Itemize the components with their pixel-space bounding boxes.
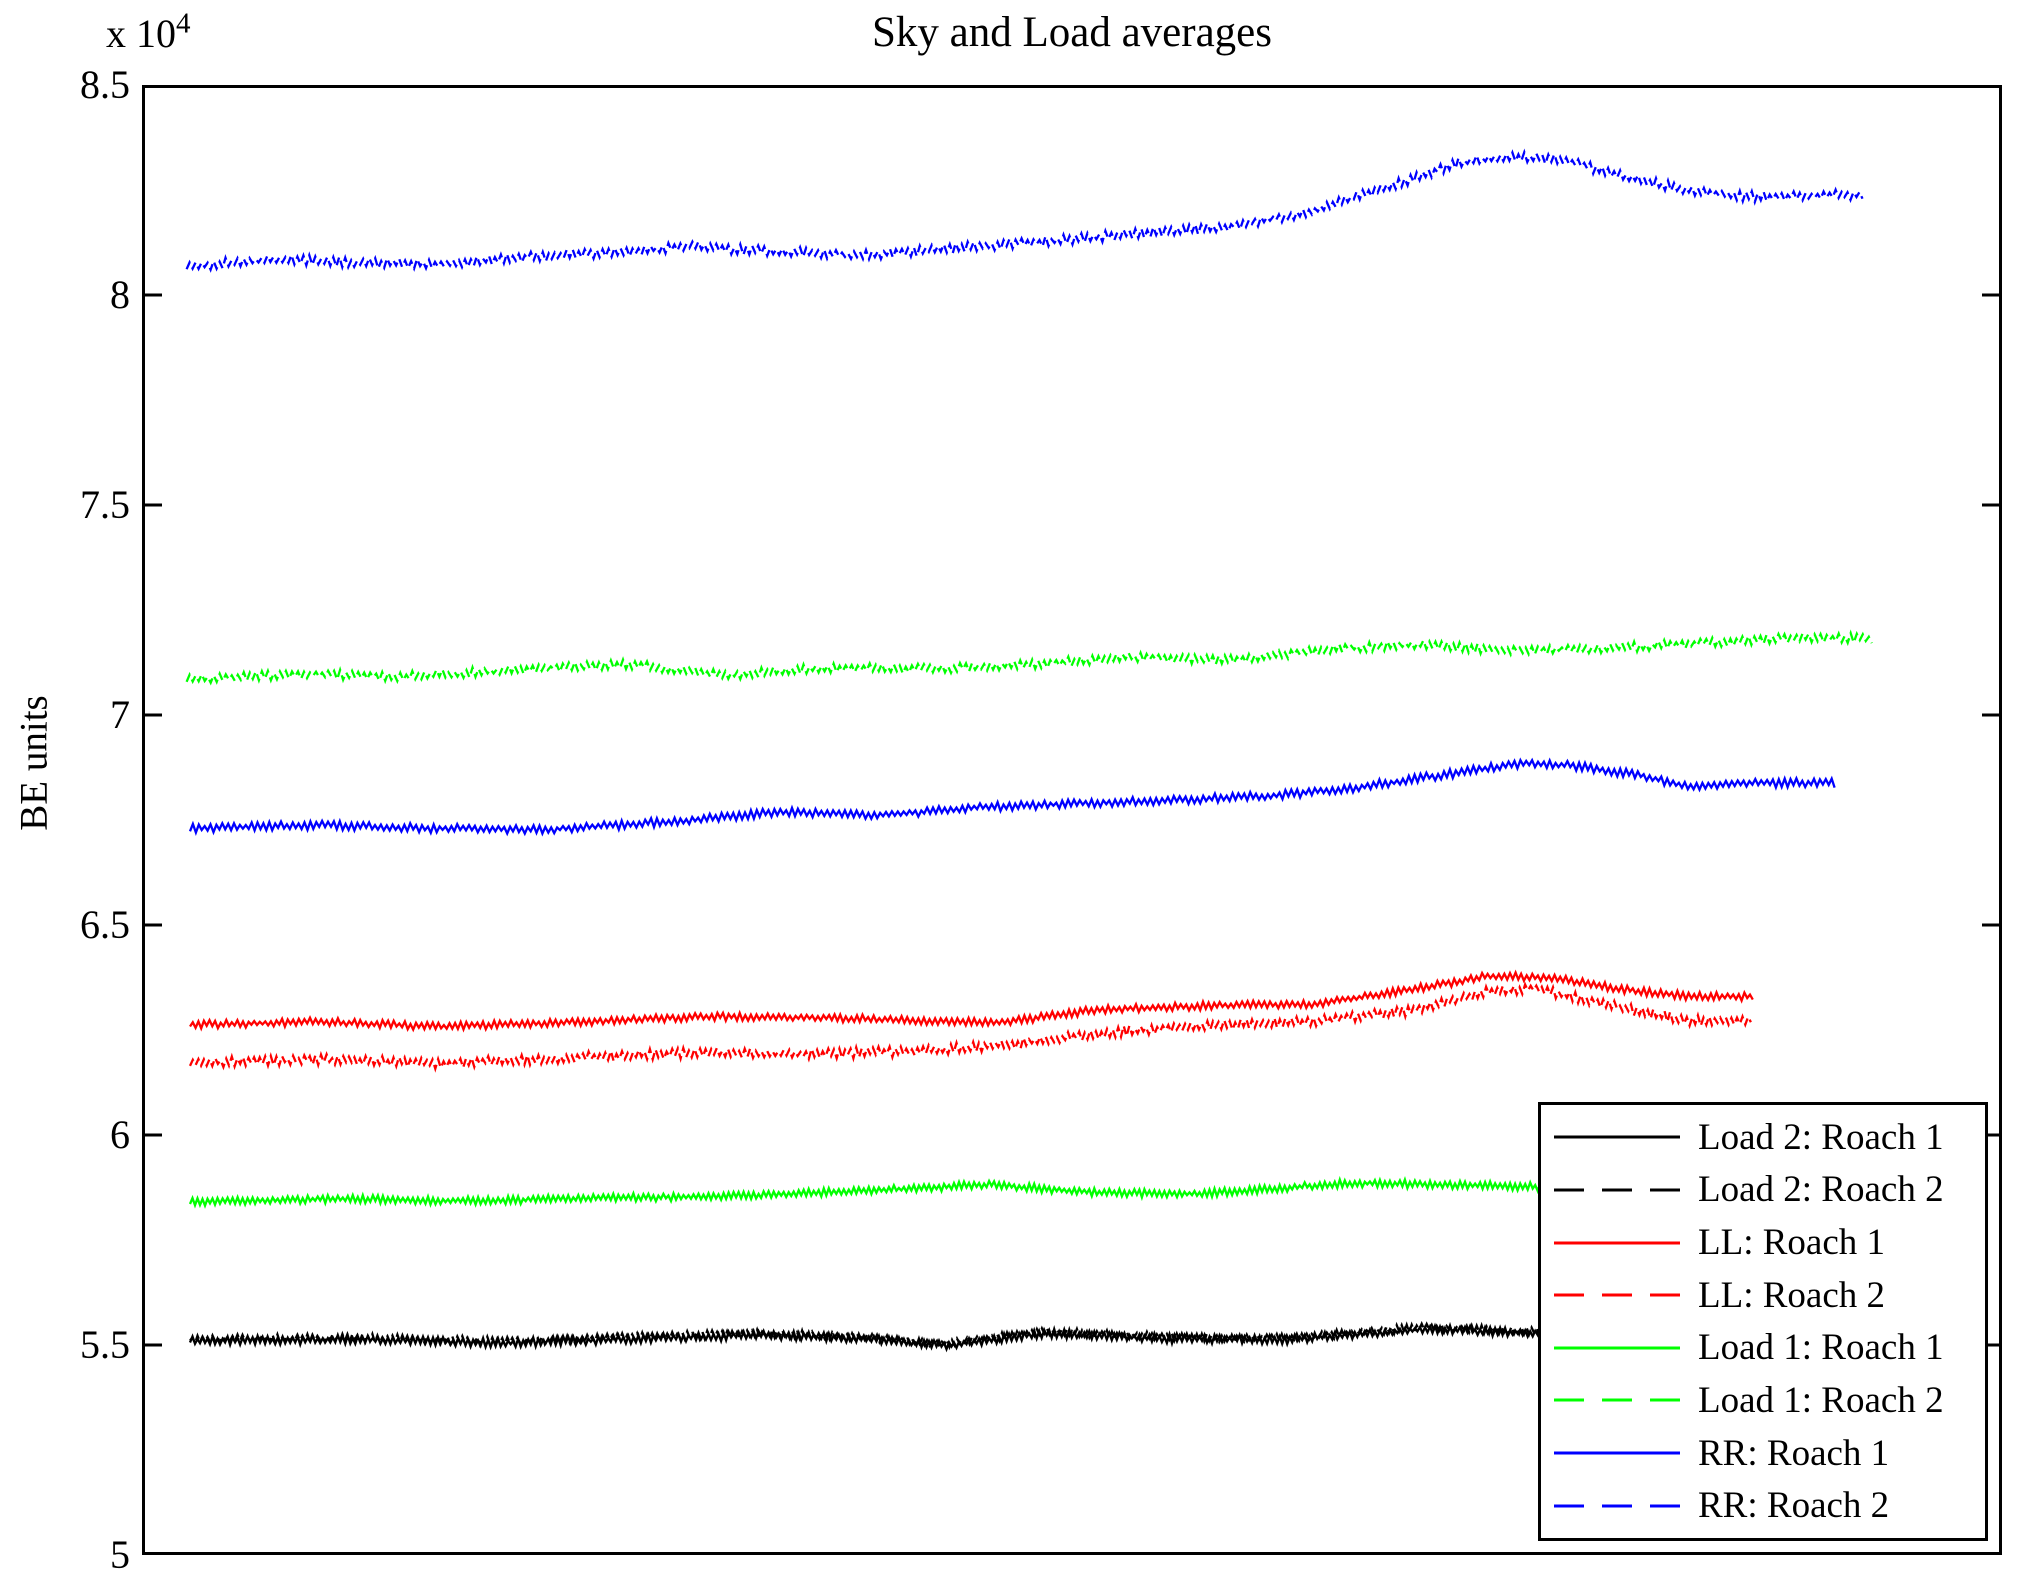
y-tick-label: 8.5 bbox=[80, 62, 130, 107]
y-axis-exponent: x 104 bbox=[106, 7, 191, 57]
y-tick-label: 6.5 bbox=[80, 902, 130, 947]
legend-label: RR: Roach 1 bbox=[1698, 1432, 1890, 1474]
legend-row: LL: Roach 2 bbox=[1541, 1270, 1985, 1320]
legend-line-sample bbox=[1554, 1293, 1680, 1297]
legend-line-sample bbox=[1554, 1504, 1680, 1508]
legend-label: RR: Roach 2 bbox=[1698, 1485, 1890, 1527]
legend: Load 2: Roach 1 Load 2: Roach 2 LL: Roach … bbox=[1538, 1102, 1988, 1541]
legend-label: Load 1: Roach 2 bbox=[1698, 1379, 1944, 1421]
legend-line-sample bbox=[1554, 1346, 1680, 1350]
legend-line-sample bbox=[1554, 1398, 1680, 1402]
series-curve-ll-roach-1 bbox=[189, 969, 1754, 1033]
legend-row: LL: Roach 1 bbox=[1541, 1218, 1985, 1268]
legend-row: Load 1: Roach 1 bbox=[1541, 1323, 1985, 1373]
legend-label: Load 2: Roach 2 bbox=[1698, 1169, 1944, 1211]
y-axis-exponent-power: 4 bbox=[176, 7, 191, 40]
legend-row: Load 2: Roach 2 bbox=[1541, 1165, 1985, 1215]
series-curve-load-1-roach-1 bbox=[188, 1175, 1594, 1209]
plot-area-border bbox=[142, 85, 2002, 1555]
series-curve-ll-roach-2 bbox=[188, 981, 1752, 1073]
chart-title: Sky and Load averages bbox=[872, 9, 1272, 56]
legend-label: LL: Roach 2 bbox=[1698, 1274, 1886, 1316]
series-curve-rr-roach-2 bbox=[185, 148, 1864, 273]
legend-line-sample bbox=[1554, 1451, 1680, 1455]
legend-row: Load 2: Roach 1 bbox=[1541, 1112, 1985, 1162]
legend-row: RR: Roach 2 bbox=[1541, 1481, 1985, 1531]
y-tick-label: 7 bbox=[110, 692, 130, 737]
legend-line-sample bbox=[1554, 1135, 1680, 1139]
y-tick-label: 6 bbox=[110, 1112, 130, 1157]
legend-row: RR: Roach 1 bbox=[1541, 1428, 1985, 1478]
legend-label: Load 2: Roach 1 bbox=[1698, 1116, 1944, 1158]
series-curve-load-1-roach-2 bbox=[185, 629, 1873, 686]
plot-area bbox=[142, 85, 2002, 1555]
legend-label: Load 1: Roach 1 bbox=[1698, 1327, 1944, 1369]
y-axis-exponent-base: x 10 bbox=[106, 11, 176, 56]
legend-line-sample bbox=[1554, 1188, 1680, 1192]
y-tick-label: 7.5 bbox=[80, 482, 130, 527]
y-tick-label: 5 bbox=[110, 1532, 130, 1577]
series-curve-rr-roach-1 bbox=[188, 757, 1836, 837]
y-tick-label: 8 bbox=[110, 272, 130, 317]
series-curve-load-2-roach-1 bbox=[188, 1321, 1594, 1353]
legend-line-sample bbox=[1554, 1241, 1680, 1245]
legend-label: LL: Roach 1 bbox=[1698, 1222, 1886, 1264]
y-tick-label: 5.5 bbox=[80, 1322, 130, 1367]
legend-row: Load 1: Roach 2 bbox=[1541, 1375, 1985, 1425]
